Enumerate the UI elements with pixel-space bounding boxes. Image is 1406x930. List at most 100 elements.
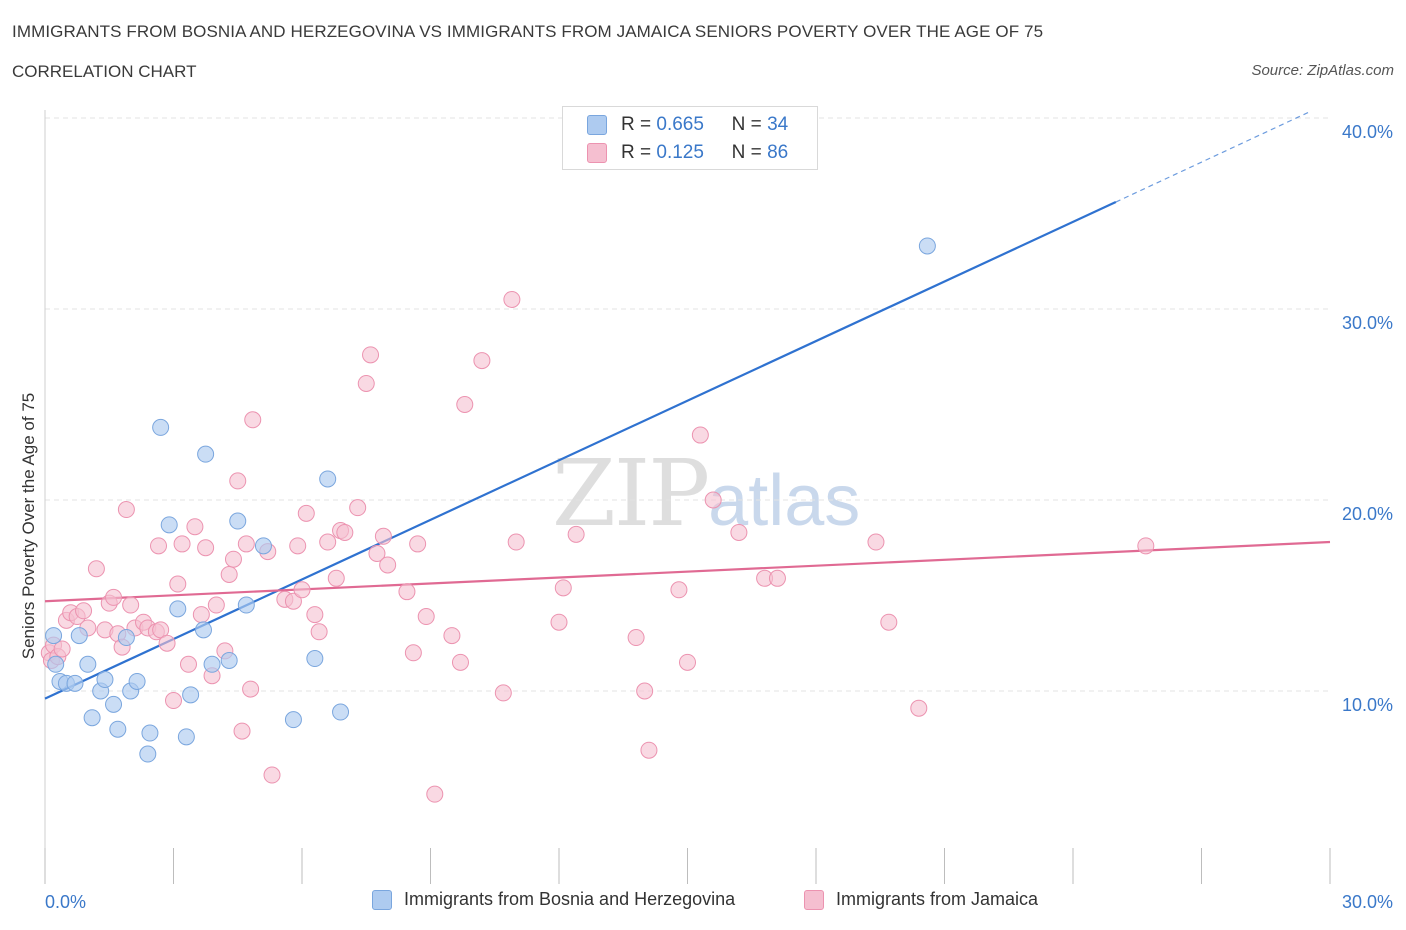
data-point-bosnia	[117, 629, 135, 647]
data-point-jamaica	[679, 653, 696, 671]
data-point-jamaica	[319, 533, 337, 551]
chart-title: IMMIGRANTS FROM BOSNIA AND HERZEGOVINA V…	[12, 22, 1044, 41]
data-point-jamaica	[233, 722, 251, 740]
x-tick-label: 0.0%	[45, 892, 86, 912]
data-point-jamaica	[867, 533, 885, 551]
source-label: Source: ZipAtlas.com	[1251, 62, 1394, 79]
data-point-jamaica	[297, 504, 315, 522]
data-point-jamaica	[207, 596, 225, 614]
data-point-bosnia	[83, 709, 101, 727]
data-point-jamaica	[263, 766, 281, 784]
data-point-jamaica	[122, 596, 140, 614]
legend-row-bosnia: R = 0.665 N = 34	[587, 114, 788, 136]
data-point-bosnia	[194, 621, 212, 639]
correlation-legend: R = 0.665 N = 34 R = 0.125 N = 86	[562, 106, 818, 170]
data-point-bosnia	[220, 651, 238, 669]
chart-subtitle: CORRELATION CHART	[12, 62, 197, 81]
data-point-jamaica	[404, 644, 422, 662]
data-point-jamaica	[768, 569, 786, 587]
data-point-bosnia	[254, 537, 272, 555]
data-point-jamaica	[368, 544, 386, 562]
data-point-jamaica	[310, 623, 328, 641]
data-point-jamaica	[284, 592, 302, 610]
data-point-jamaica	[704, 491, 722, 509]
data-point-jamaica	[224, 550, 242, 568]
data-point-jamaica	[554, 579, 572, 597]
data-point-jamaica	[398, 583, 416, 601]
data-point-bosnia	[139, 745, 157, 763]
data-point-jamaica	[494, 684, 512, 702]
legend-r-label: R =	[621, 142, 652, 163]
data-point-bosnia	[109, 720, 127, 738]
bottom-legend-swatch-bosnia	[372, 889, 392, 910]
legend-swatch-bosnia	[587, 115, 607, 135]
bottom-legend-jamaica: Immigrants from Jamaica	[804, 889, 1038, 910]
data-point-jamaica	[158, 634, 176, 652]
bottom-legend-bosnia: Immigrants from Bosnia and Herzegovina	[372, 889, 735, 910]
y-tick-label: 30.0%	[1342, 313, 1393, 333]
data-point-bosnia	[105, 695, 123, 713]
data-point-jamaica	[473, 352, 491, 370]
data-point-jamaica	[117, 501, 135, 519]
legend-r-label: R =	[621, 114, 652, 135]
data-point-bosnia	[45, 627, 63, 645]
data-point-bosnia	[306, 650, 324, 668]
data-point-jamaica	[289, 537, 307, 555]
data-point-jamaica	[379, 556, 397, 574]
data-point-jamaica	[237, 535, 255, 553]
data-point-jamaica	[244, 411, 262, 429]
data-point-bosnia	[332, 703, 350, 721]
label-layer: 10.0% 20.0% 30.0% 40.0% 0.0% 30.0% Seniors Pov…	[19, 122, 1393, 912]
data-point-bosnia	[177, 728, 195, 746]
data-point-jamaica	[87, 560, 105, 578]
data-point-bosnia	[169, 600, 187, 618]
data-point-bosnia	[70, 627, 88, 645]
data-point-bosnia	[160, 516, 178, 534]
data-point-jamaica	[417, 608, 435, 626]
data-point-jamaica	[409, 535, 427, 553]
legend-n-value: 34	[767, 114, 789, 135]
data-point-jamaica	[229, 472, 247, 490]
data-point-jamaica	[327, 569, 345, 587]
data-point-jamaica	[165, 692, 182, 710]
data-point-bosnia	[319, 470, 337, 488]
data-point-jamaica	[293, 581, 311, 599]
y-tick-label: 20.0%	[1342, 504, 1393, 524]
bottom-legend-swatch-jamaica	[804, 889, 824, 910]
data-point-jamaica	[640, 741, 658, 759]
data-point-jamaica	[336, 523, 354, 541]
data-point-bosnia	[918, 237, 936, 255]
data-point-bosnia	[284, 711, 302, 729]
trendline-jamaica	[44, 540, 1331, 603]
legend-swatch-jamaica	[587, 143, 607, 163]
data-point-jamaica	[456, 396, 474, 413]
legend-row-jamaica: R = 0.125 N = 86	[587, 142, 788, 164]
data-point-jamaica	[173, 535, 191, 553]
data-point-jamaica	[451, 653, 469, 671]
data-point-jamaica	[362, 346, 380, 364]
data-point-jamaica	[105, 588, 123, 606]
y-tick-label: 40.0%	[1342, 122, 1393, 142]
y-axis-label: Seniors Poverty Over the Age of 75	[19, 393, 38, 659]
data-point-bosnia	[203, 655, 221, 673]
data-point-jamaica	[192, 606, 210, 624]
legend-n-value: 86	[767, 142, 789, 163]
data-point-jamaica	[691, 426, 709, 444]
data-point-jamaica	[880, 613, 898, 631]
data-point-jamaica	[242, 680, 260, 698]
legend-r-value: 0.665	[656, 114, 704, 135]
bottom-legend-label-jamaica: Immigrants from Jamaica	[836, 889, 1039, 909]
data-point-jamaica	[179, 655, 197, 673]
data-point-jamaica	[443, 627, 461, 645]
legend-r-value: 0.125	[656, 142, 704, 163]
data-point-jamaica	[636, 682, 654, 700]
data-point-jamaica	[306, 606, 324, 624]
data-point-jamaica	[426, 785, 444, 803]
data-point-jamaica	[627, 629, 645, 647]
axis-layer	[44, 110, 1331, 884]
data-point-bosnia	[197, 445, 215, 463]
y-tick-label: 10.0%	[1342, 695, 1393, 715]
data-point-jamaica	[550, 613, 568, 631]
data-point-jamaica	[169, 575, 187, 593]
